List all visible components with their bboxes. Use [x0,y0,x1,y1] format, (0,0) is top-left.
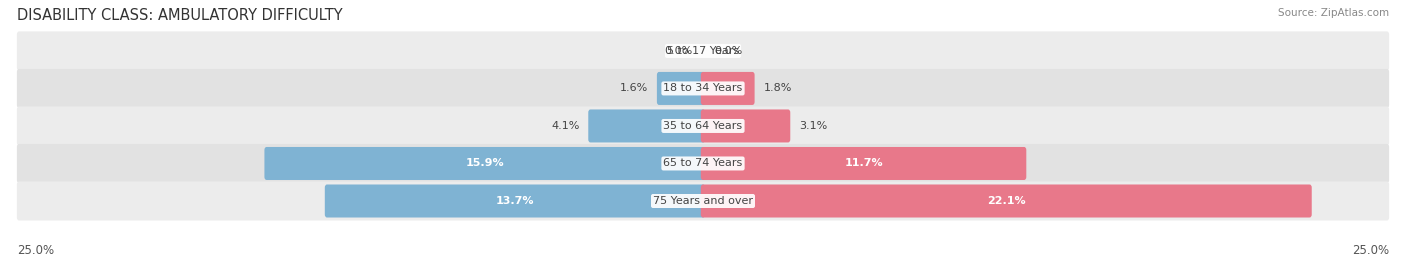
Text: Source: ZipAtlas.com: Source: ZipAtlas.com [1278,8,1389,18]
FancyBboxPatch shape [17,106,1389,146]
FancyBboxPatch shape [264,147,706,180]
Text: 22.1%: 22.1% [987,196,1025,206]
Text: 75 Years and over: 75 Years and over [652,196,754,206]
FancyBboxPatch shape [17,181,1389,221]
Text: 3.1%: 3.1% [799,121,827,131]
FancyBboxPatch shape [325,184,706,218]
FancyBboxPatch shape [17,69,1389,108]
FancyBboxPatch shape [17,31,1389,70]
FancyBboxPatch shape [657,72,706,105]
Text: 0.0%: 0.0% [714,46,742,56]
FancyBboxPatch shape [700,184,1312,218]
FancyBboxPatch shape [700,72,755,105]
Text: 1.6%: 1.6% [620,83,648,94]
Text: DISABILITY CLASS: AMBULATORY DIFFICULTY: DISABILITY CLASS: AMBULATORY DIFFICULTY [17,8,343,23]
FancyBboxPatch shape [700,109,790,143]
FancyBboxPatch shape [588,109,706,143]
Text: 15.9%: 15.9% [465,158,505,169]
Text: 5 to 17 Years: 5 to 17 Years [666,46,740,56]
FancyBboxPatch shape [700,147,1026,180]
Text: 65 to 74 Years: 65 to 74 Years [664,158,742,169]
Text: 25.0%: 25.0% [1353,244,1389,257]
Text: 11.7%: 11.7% [844,158,883,169]
Text: 25.0%: 25.0% [17,244,53,257]
Legend: Male, Female: Male, Female [641,266,765,268]
Text: 0.0%: 0.0% [664,46,692,56]
Text: 35 to 64 Years: 35 to 64 Years [664,121,742,131]
Text: 1.8%: 1.8% [763,83,792,94]
Text: 13.7%: 13.7% [496,196,534,206]
FancyBboxPatch shape [17,144,1389,183]
Text: 18 to 34 Years: 18 to 34 Years [664,83,742,94]
Text: 4.1%: 4.1% [551,121,579,131]
